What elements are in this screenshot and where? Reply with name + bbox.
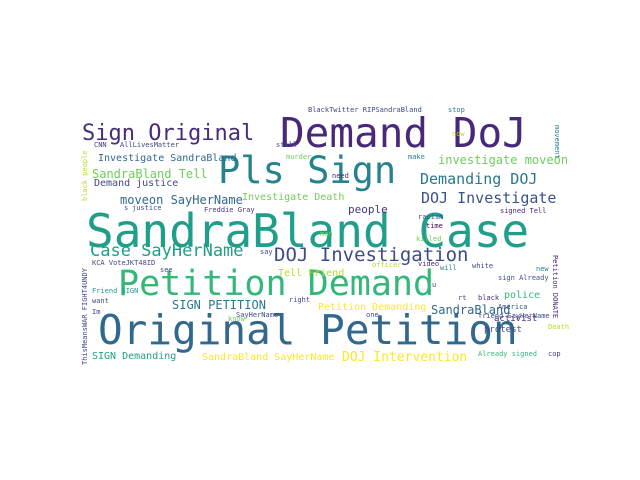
word: white (472, 262, 494, 270)
word: Petition DONATE (551, 255, 559, 319)
word: Pls Sign (218, 149, 397, 192)
word: people (348, 203, 388, 216)
word: sign Already (498, 274, 549, 282)
word: America (498, 303, 528, 311)
word: still (276, 141, 298, 149)
word: CNN (94, 141, 107, 149)
word: KCA VoteJKT48ID (92, 259, 156, 267)
word: racism (418, 213, 444, 221)
word: activist (494, 314, 538, 324)
word: Demanding DOJ (420, 170, 538, 188)
word: SIGN Demanding (92, 351, 177, 362)
word: black (478, 294, 500, 302)
word: SayHerName (236, 311, 279, 319)
word: DOJ Intervention (342, 350, 468, 365)
word: make (408, 153, 425, 161)
word: Investigate Death (242, 192, 345, 203)
word: see (160, 266, 173, 274)
word: Sign Original (82, 121, 255, 146)
word: AllLivesMatter (120, 141, 180, 149)
word: want (92, 297, 109, 305)
word: Petition Demand (118, 264, 435, 304)
word: SandraBland (431, 303, 511, 317)
word: new (536, 265, 549, 273)
word: man (320, 230, 333, 238)
word: Investigate SandraBland (98, 153, 237, 164)
word: movement (553, 125, 561, 159)
word: moveon SayHerName (120, 193, 243, 207)
word: friend SayHerName (478, 312, 550, 320)
word: SIGN PETITION (172, 298, 266, 312)
word: murder (286, 153, 312, 161)
word: stop (448, 106, 465, 114)
word: Original Petition (98, 306, 518, 354)
word: say (260, 248, 273, 256)
word: killed (416, 235, 442, 243)
word: Case SayHerName (90, 241, 244, 261)
word: Death (548, 323, 570, 331)
word: u (432, 281, 437, 289)
word: cop (548, 350, 561, 358)
word: s (124, 204, 129, 212)
word: SandraBland SayHerName (202, 352, 335, 363)
word: BlackTwitter RIPSandraBland (308, 106, 422, 114)
word: police (504, 290, 541, 301)
word: Already signed (478, 350, 538, 358)
word: Im (92, 308, 101, 316)
word: signed Tell (500, 207, 547, 215)
word-cloud: SandraBland Case Original Petition Petit… (80, 105, 569, 375)
word: one (366, 311, 379, 319)
word: Petition Demanding (318, 302, 427, 313)
word: SandraBland Tell (92, 167, 208, 181)
word: time (426, 222, 443, 230)
word: ThisMeansWAR FIGHT4UNDY (81, 268, 89, 365)
word: protest (484, 325, 522, 335)
word: now (452, 130, 465, 138)
word: black people (81, 150, 89, 201)
word: need (332, 172, 349, 180)
word: will (440, 264, 457, 272)
word: DOJ Investigate (421, 189, 557, 207)
word: Demand DoJ (280, 109, 527, 157)
word: right (289, 296, 311, 304)
word: Friend SIGN (92, 287, 139, 295)
word: officer (372, 261, 402, 269)
word: Freddie Gray (204, 206, 255, 214)
word: Demand justice (94, 178, 179, 189)
word: SandraBland Case (86, 204, 530, 258)
word: video (418, 260, 440, 268)
word: rt (458, 294, 467, 302)
word: Tell Friend (278, 268, 345, 279)
word: justice (132, 204, 162, 212)
word: DOJ Investigation (274, 244, 469, 266)
word: know (228, 315, 245, 323)
word: investigate moveon (438, 153, 569, 167)
